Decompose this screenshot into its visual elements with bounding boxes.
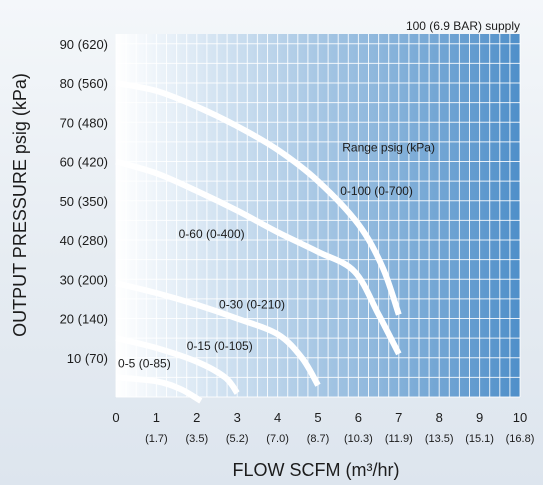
x-tick-sub-label: (15.1) xyxy=(465,433,494,445)
curves: 0-100 (0-700) 0-60 (0-400) 0-30 (0-210) 0-1… xyxy=(115,80,413,404)
y-tick-label: 80 (560) xyxy=(60,76,108,91)
x-axis-ticks: 0 1 (1.7) 2 (3.5) 3 (5.2) 4 (7.0) 5 (8.7) 6 (10.3) 7 (… xyxy=(112,410,534,445)
x-tick-sub-label: (16.8) xyxy=(506,433,535,445)
x-tick-label: 10 xyxy=(513,410,527,425)
chart-annotation: Range psig (kPa) xyxy=(342,141,435,155)
y-tick-label: 10 (70) xyxy=(67,351,108,366)
series-label: 0-30 (0-210) xyxy=(219,298,285,312)
series-label: 0-15 (0-105) xyxy=(187,339,253,353)
x-tick-label: 9 xyxy=(476,410,483,425)
x-tick-sub-label: (13.5) xyxy=(425,433,454,445)
curve-series xyxy=(115,280,321,387)
curve-series xyxy=(115,335,240,395)
y-tick-label: 90 (620) xyxy=(60,37,108,52)
curve-series xyxy=(115,80,402,316)
curve-series xyxy=(115,158,402,356)
x-tick-label: 2 xyxy=(193,410,200,425)
grid xyxy=(115,34,521,398)
x-tick-sub-label: (8.7) xyxy=(307,433,330,445)
y-tick-label: 50 (350) xyxy=(60,194,108,209)
y-tick-label: 60 (420) xyxy=(60,155,108,170)
x-tick-sub-label: (5.2) xyxy=(226,433,249,445)
x-tick-sub-label: (3.5) xyxy=(185,433,208,445)
x-tick-label: 1 xyxy=(153,410,160,425)
x-tick-sub-label: (7.0) xyxy=(266,433,289,445)
y-axis-title: OUTPUT PRESSURE psig (kPa) xyxy=(10,73,30,337)
series-label: 0-5 (0-85) xyxy=(118,357,171,371)
y-tick-label: 40 (280) xyxy=(60,233,108,248)
x-tick-label: 4 xyxy=(274,410,281,425)
x-tick-sub-label: (11.9) xyxy=(385,433,413,445)
x-tick-sub-label: (10.3) xyxy=(344,433,373,445)
x-axis-title: FLOW SCFM (m³/hr) xyxy=(233,460,400,480)
y-axis-ticks: 10 (70) 20 (140) 30 (200) 40 (280) 50 (350) 6… xyxy=(60,37,108,366)
annotations: 100 (6.9 BAR) supply Range psig (kPa) xyxy=(342,19,520,155)
y-tick-label: 20 (140) xyxy=(60,312,108,327)
y-tick-label: 30 (200) xyxy=(60,272,108,287)
x-tick-label: 3 xyxy=(234,410,241,425)
x-tick-label: 6 xyxy=(355,410,362,425)
curve-series xyxy=(115,374,203,404)
series-label: 0-60 (0-400) xyxy=(179,227,245,241)
x-tick-label: 0 xyxy=(112,410,119,425)
x-tick-label: 7 xyxy=(395,410,402,425)
x-tick-label: 8 xyxy=(436,410,443,425)
chart-annotation: 100 (6.9 BAR) supply xyxy=(406,19,520,33)
y-tick-label: 70 (480) xyxy=(60,115,108,130)
series-label: 0-100 (0-700) xyxy=(340,184,413,198)
x-tick-sub-label: (1.7) xyxy=(145,433,168,445)
x-tick-label: 5 xyxy=(314,410,321,425)
